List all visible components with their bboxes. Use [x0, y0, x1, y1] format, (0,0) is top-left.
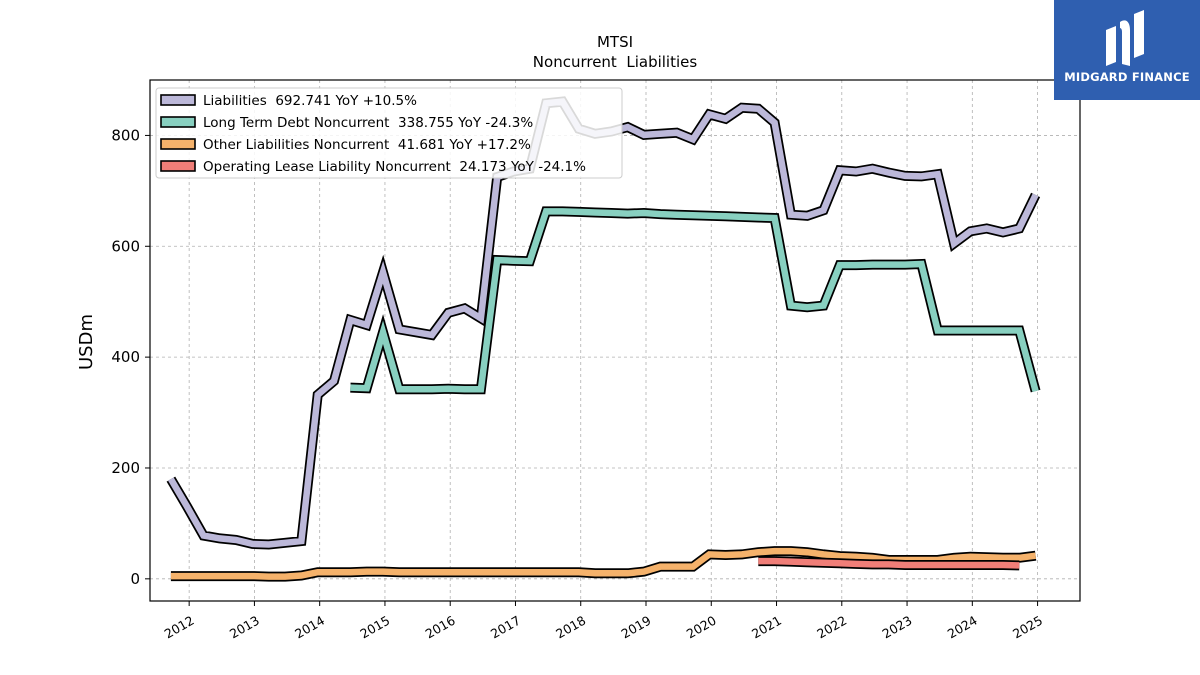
x-tick-label: 2021 [749, 613, 784, 642]
legend-entry-label: Long Term Debt Noncurrent 338.755 YoY -2… [203, 115, 533, 131]
chart-subtitle: Noncurrent Liabilities [533, 53, 698, 71]
y-tick-label: 200 [111, 459, 140, 477]
y-tick-label: 0 [130, 570, 140, 588]
plot-area-frame [149, 79, 1081, 602]
x-tick-label: 2022 [814, 613, 849, 642]
x-tick-label: 2025 [1010, 613, 1045, 642]
series-line [758, 557, 1020, 569]
y-axis-label: USDm [76, 314, 97, 370]
x-tick-label: 2014 [292, 613, 327, 642]
chart-title: MTSI [597, 33, 633, 51]
x-tick-label: 2023 [880, 613, 915, 642]
legend: Liabilities 692.741 YoY +10.5% Long Term … [155, 87, 623, 179]
legend-swatch [160, 138, 196, 150]
x-axis-ticks: 2012 2013 2014 2015 2016 2017 2018 2019 2020 2021… [162, 601, 1045, 642]
y-tick-label: 600 [111, 237, 140, 255]
brand-name: MIDGARD FINANCE [1064, 70, 1190, 84]
legend-entry-label: Liabilities 692.741 YoY +10.5% [203, 93, 417, 109]
x-tick-label: 2020 [684, 613, 719, 642]
legend-box [155, 87, 623, 179]
x-tick-label: 2016 [423, 613, 458, 642]
y-tick-label: 800 [111, 126, 140, 144]
legend-swatch [160, 160, 196, 172]
x-tick-label: 2018 [553, 613, 588, 642]
series-lines [166, 96, 1041, 582]
brand-mark-icon [1106, 10, 1144, 67]
series-line [350, 208, 1039, 393]
x-tick-label: 2019 [618, 613, 653, 642]
legend-swatch [160, 116, 196, 128]
legend-entry-label: Other Liabilities Noncurrent 41.681 YoY … [203, 137, 531, 153]
x-tick-label: 2015 [357, 613, 392, 642]
legend-swatch [160, 94, 196, 106]
y-tick-label: 400 [111, 348, 140, 366]
brand-logo: MIDGARD FINANCE [1054, 0, 1200, 100]
x-tick-label: 2013 [227, 613, 262, 642]
legend-entry-label: Operating Lease Liability Noncurrent 24.… [203, 159, 586, 175]
x-tick-label: 2024 [945, 613, 980, 642]
y-axis-ticks: 0 200 400 600 800 [111, 126, 150, 588]
x-tick-label: 2012 [162, 613, 197, 642]
x-tick-label: 2017 [488, 613, 523, 642]
